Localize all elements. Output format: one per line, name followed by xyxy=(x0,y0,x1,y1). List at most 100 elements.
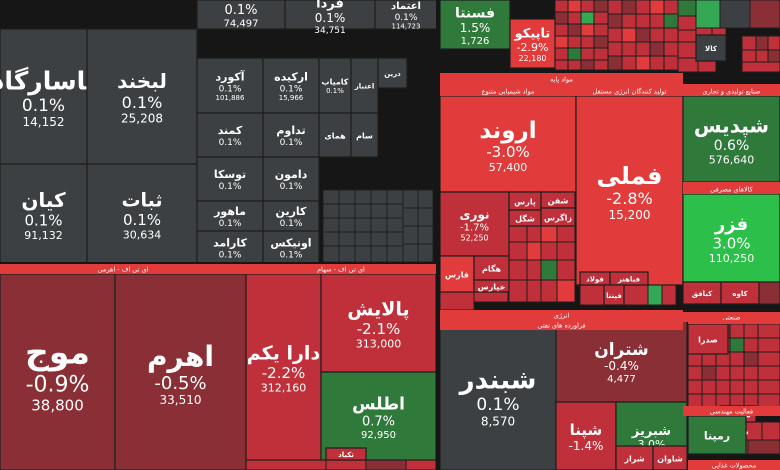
tile-symbol: فسنتا xyxy=(455,5,495,21)
tile-change: -2.1% xyxy=(357,320,401,338)
tile-value: 38,800 xyxy=(31,397,84,415)
treemap-tile[interactable]: پالایش-2.1%313,000 xyxy=(320,273,437,373)
treemap-tile[interactable]: درین xyxy=(377,57,408,89)
treemap-tile[interactable]: دارا یکم-2.2%312,160 xyxy=(245,273,322,461)
treemap-tile[interactable]: صدرا xyxy=(687,323,729,355)
sector-header-bar xyxy=(683,84,780,96)
treemap-tile[interactable]: فباهنر xyxy=(609,271,649,286)
tile-symbol: شفن xyxy=(548,196,569,205)
treemap-tile[interactable]: موج-0.9%38,800 xyxy=(0,273,116,470)
treemap-filler-cell xyxy=(743,323,759,339)
sector-header: صنایع تولیدی و تجاری xyxy=(683,84,780,96)
tile-symbol: فباهنر xyxy=(617,275,641,283)
treemap-filler-cell xyxy=(593,11,609,25)
treemap-tile[interactable]: فارس xyxy=(439,255,475,293)
treemap-tile[interactable]: فپنتا xyxy=(603,284,625,306)
treemap-filler-cell xyxy=(417,207,434,227)
treemap-tile[interactable]: شگل xyxy=(508,209,542,227)
tile-change: 0.1% xyxy=(280,138,303,148)
tile-change: -1.4% xyxy=(569,439,604,453)
sector-header-label: تولید کنندگان انرژی مستقل xyxy=(593,88,667,96)
treemap-tile[interactable]: کاوه xyxy=(720,281,760,305)
sector-header-bar xyxy=(688,460,780,470)
treemap-filler-cell xyxy=(508,225,528,243)
treemap-tile[interactable]: شفن xyxy=(540,191,576,209)
treemap-tile[interactable]: شتران-0.4%4,477 xyxy=(555,319,688,403)
treemap-tile[interactable]: اروند-3.0%57,400 xyxy=(439,95,577,193)
treemap-tile[interactable]: شراز xyxy=(615,445,654,470)
treemap-tile[interactable]: رمپنا xyxy=(687,415,747,455)
treemap-filler-cell xyxy=(580,35,595,49)
treemap-tile[interactable]: زاگرس xyxy=(540,207,576,227)
treemap-tile[interactable]: هگام xyxy=(473,255,510,281)
treemap-filler-cell xyxy=(354,189,372,205)
treemap-filler-cell xyxy=(508,279,528,303)
treemap-tile[interactable]: کبافق xyxy=(682,281,722,305)
treemap-tile[interactable]: فملی-2.8%15,200 xyxy=(575,95,684,286)
treemap-filler-cell xyxy=(677,15,697,31)
tile-symbol: کبافق xyxy=(692,290,713,298)
treemap-tile[interactable]: فولاد xyxy=(579,271,611,286)
treemap-tile[interactable]: شاوان xyxy=(652,445,688,470)
tile-background xyxy=(320,371,437,461)
treemap-tile[interactable]: همای xyxy=(318,112,352,158)
treemap-filler-cell xyxy=(593,59,609,71)
treemap-tile[interactable]: سام xyxy=(350,112,379,158)
treemap-filler-cell xyxy=(554,23,569,37)
tile-symbol: اروند xyxy=(479,118,536,144)
treemap-tile[interactable]: 0.1%74,497 xyxy=(196,0,286,30)
treemap-filler-cell xyxy=(757,365,780,381)
treemap-filler-cell xyxy=(741,61,780,73)
treemap-tile[interactable]: تاپیکو-2.9%22,180 xyxy=(509,18,556,69)
treemap-tile[interactable]: نوری-1.7%52,250 xyxy=(439,191,510,257)
tile-symbol: سام xyxy=(356,131,373,140)
tile-change: 0.1% xyxy=(326,87,344,95)
tile-symbol: اونیکس xyxy=(270,237,311,250)
tile-symbol: شتران xyxy=(594,340,649,360)
treemap-filler-cell xyxy=(607,13,623,29)
tile-change: -1.7% xyxy=(460,222,489,233)
sector-header: محصولات غذایی xyxy=(688,460,780,470)
treemap-filler-cell xyxy=(386,203,404,219)
treemap-filler-cell xyxy=(402,225,419,245)
tile-symbol: شپنا xyxy=(570,421,603,440)
treemap-filler-cell xyxy=(417,189,434,209)
treemap-tile[interactable]: اعتبار xyxy=(350,57,379,114)
treemap-tile[interactable]: خپارس xyxy=(473,279,510,293)
treemap-tile[interactable]: تکیاد xyxy=(325,447,367,461)
sector-header-label: فعالیت مهندسی xyxy=(710,408,753,416)
treemap-filler-cell xyxy=(322,203,340,219)
treemap-filler-cell xyxy=(593,23,609,37)
treemap-filler-cell xyxy=(649,27,665,43)
treemap-tile[interactable]: پارس xyxy=(508,191,542,211)
sector-header-label: ای تی اف - اهرمی xyxy=(98,266,149,274)
sector-header: مواد شیمیایی متنوع xyxy=(440,84,576,96)
treemap-tile[interactable]: اهرم-0.5%33,510 xyxy=(114,273,247,470)
treemap-tile[interactable]: شپنا-1.4% xyxy=(555,401,617,470)
treemap-tile[interactable]: کالا xyxy=(695,34,727,62)
treemap-filler-cell xyxy=(757,379,780,395)
